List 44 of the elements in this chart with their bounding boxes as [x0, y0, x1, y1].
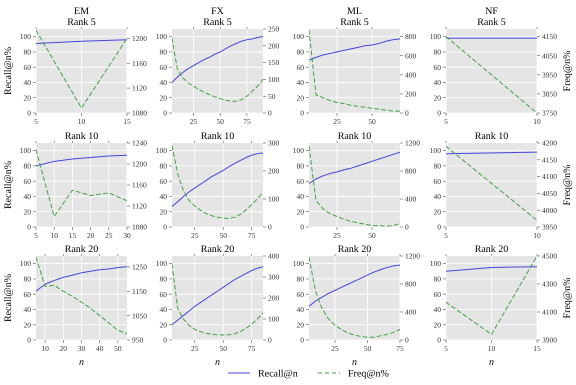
y2-axis-title: Freq@n% — [562, 164, 573, 206]
line-series — [172, 36, 263, 83]
chart-title: EM — [74, 6, 90, 17]
line-series — [309, 38, 400, 61]
line-series — [172, 266, 263, 326]
line-series — [309, 264, 400, 307]
line-series — [36, 266, 127, 292]
line-series — [172, 152, 263, 207]
line-series — [36, 149, 127, 217]
legend-label: Freq@n% — [348, 368, 389, 380]
chart-title: Rank 10 — [474, 131, 508, 142]
chart-subtitle: Rank 5 — [477, 17, 506, 28]
chart-title: FX — [211, 6, 225, 17]
x-axis-title: n — [489, 357, 494, 368]
chart-title: NF — [485, 6, 498, 17]
legend-label: Recall@n — [258, 368, 298, 380]
x-axis-title: n — [79, 357, 84, 368]
line-series — [309, 146, 400, 227]
y-axis-title: Recall@n% — [3, 274, 14, 322]
line-series — [309, 256, 400, 338]
chart-title: Rank 20 — [338, 244, 372, 255]
chart-title: Rank 10 — [200, 131, 234, 142]
line-series — [172, 38, 263, 102]
y-axis-title: Recall@n% — [3, 160, 14, 210]
line-series — [36, 154, 127, 166]
chart-subtitle: Rank 5 — [340, 17, 369, 28]
chart-title: Rank 20 — [474, 244, 508, 255]
y2-axis-title: Freq@n% — [562, 50, 573, 92]
line-series — [309, 152, 400, 184]
y-axis-title: Recall@n% — [3, 46, 14, 96]
chart-title: Rank 10 — [64, 131, 98, 142]
chart-title: ML — [347, 6, 362, 17]
chart-subtitle: Rank 5 — [67, 17, 96, 28]
line-series — [172, 264, 263, 336]
chart-subtitle: Rank 5 — [203, 17, 232, 28]
chart-title: Rank 20 — [200, 244, 234, 255]
x-axis-title: n — [352, 357, 357, 368]
chart-title: Rank 20 — [64, 244, 98, 255]
x-axis-title: n — [215, 357, 220, 368]
line-series — [172, 145, 263, 220]
line-series — [309, 29, 400, 112]
chart-title: Rank 10 — [338, 131, 372, 142]
y2-axis-title: Freq@n% — [562, 278, 573, 318]
line-series — [36, 256, 127, 334]
